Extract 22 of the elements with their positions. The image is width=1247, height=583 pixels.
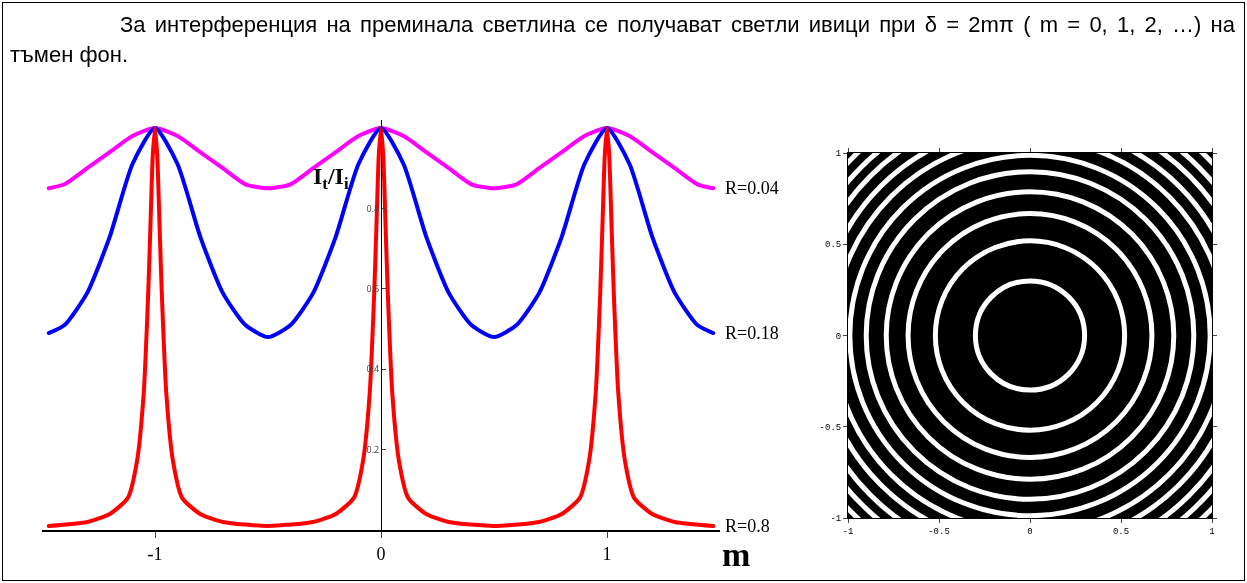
series-label: R=0.04 [725, 178, 779, 198]
y-tick-label: 1 [835, 149, 842, 160]
series-label: R=0.18 [725, 323, 779, 343]
y-tick-label: 0.5 [825, 240, 842, 251]
x-tick-label: 0 [1027, 526, 1033, 537]
x-tick-label: -0.5 [928, 526, 950, 537]
x-tick-label: 1 [602, 543, 612, 564]
y-tick-label: -1 [830, 514, 842, 525]
y-axis-title: I$_{t}$/I$_{i}$ [313, 163, 349, 194]
x-tick-label: -1 [842, 526, 854, 537]
line-series [46, 126, 716, 340]
series-label: R=0.8 [725, 516, 770, 536]
chart-title: За интерференция на преминала светлина се получават светли ивици при δ = 2mπ ( m = 0, 1, 2, …) на тъмен фон. [10, 11, 1235, 69]
line-series [46, 126, 716, 191]
line-series [46, 126, 716, 528]
x-axis-title: m [722, 536, 751, 573]
y-tick-label: -0.5 [819, 422, 842, 433]
x-tick-label: 1 [1209, 526, 1215, 537]
y-tick-label: 0.2 [366, 442, 380, 456]
x-tick-label: -1 [147, 543, 163, 564]
y-tick-label: 0 [835, 331, 842, 342]
x-tick-label: 0.5 [1112, 526, 1130, 537]
